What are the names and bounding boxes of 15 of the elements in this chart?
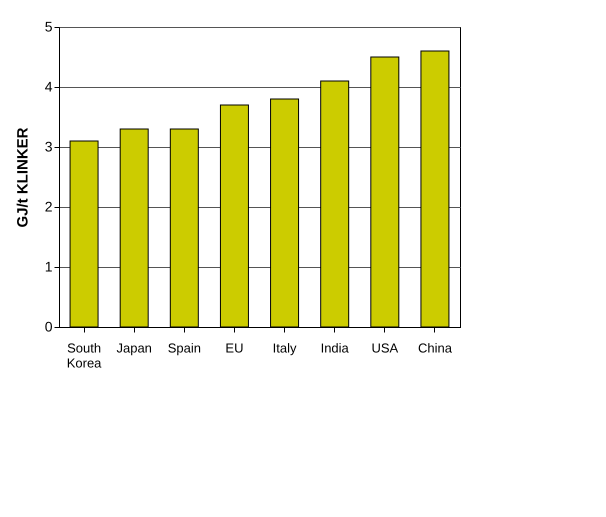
y-tick-label: 2 (44, 198, 53, 214)
y-tick-label: 3 (44, 138, 53, 154)
x-tick-label: South Korea (66, 340, 102, 370)
x-tick-label: China (418, 340, 453, 356)
y-tick-label: 1 (44, 258, 53, 274)
x-tick-label: Italy (272, 340, 297, 356)
y-tick-label: 5 (44, 18, 53, 34)
x-tick-label: Japan (116, 340, 152, 356)
x-tick-label: Spain (168, 340, 201, 356)
y-tick-label: 4 (44, 78, 53, 94)
x-tick-label: EU (225, 340, 244, 356)
x-tick-label: USA (371, 340, 399, 356)
y-tick-label: 0 (44, 318, 53, 334)
y-axis-title: GJ/t KLINKER (14, 127, 32, 228)
x-tick-label: India (320, 340, 350, 356)
